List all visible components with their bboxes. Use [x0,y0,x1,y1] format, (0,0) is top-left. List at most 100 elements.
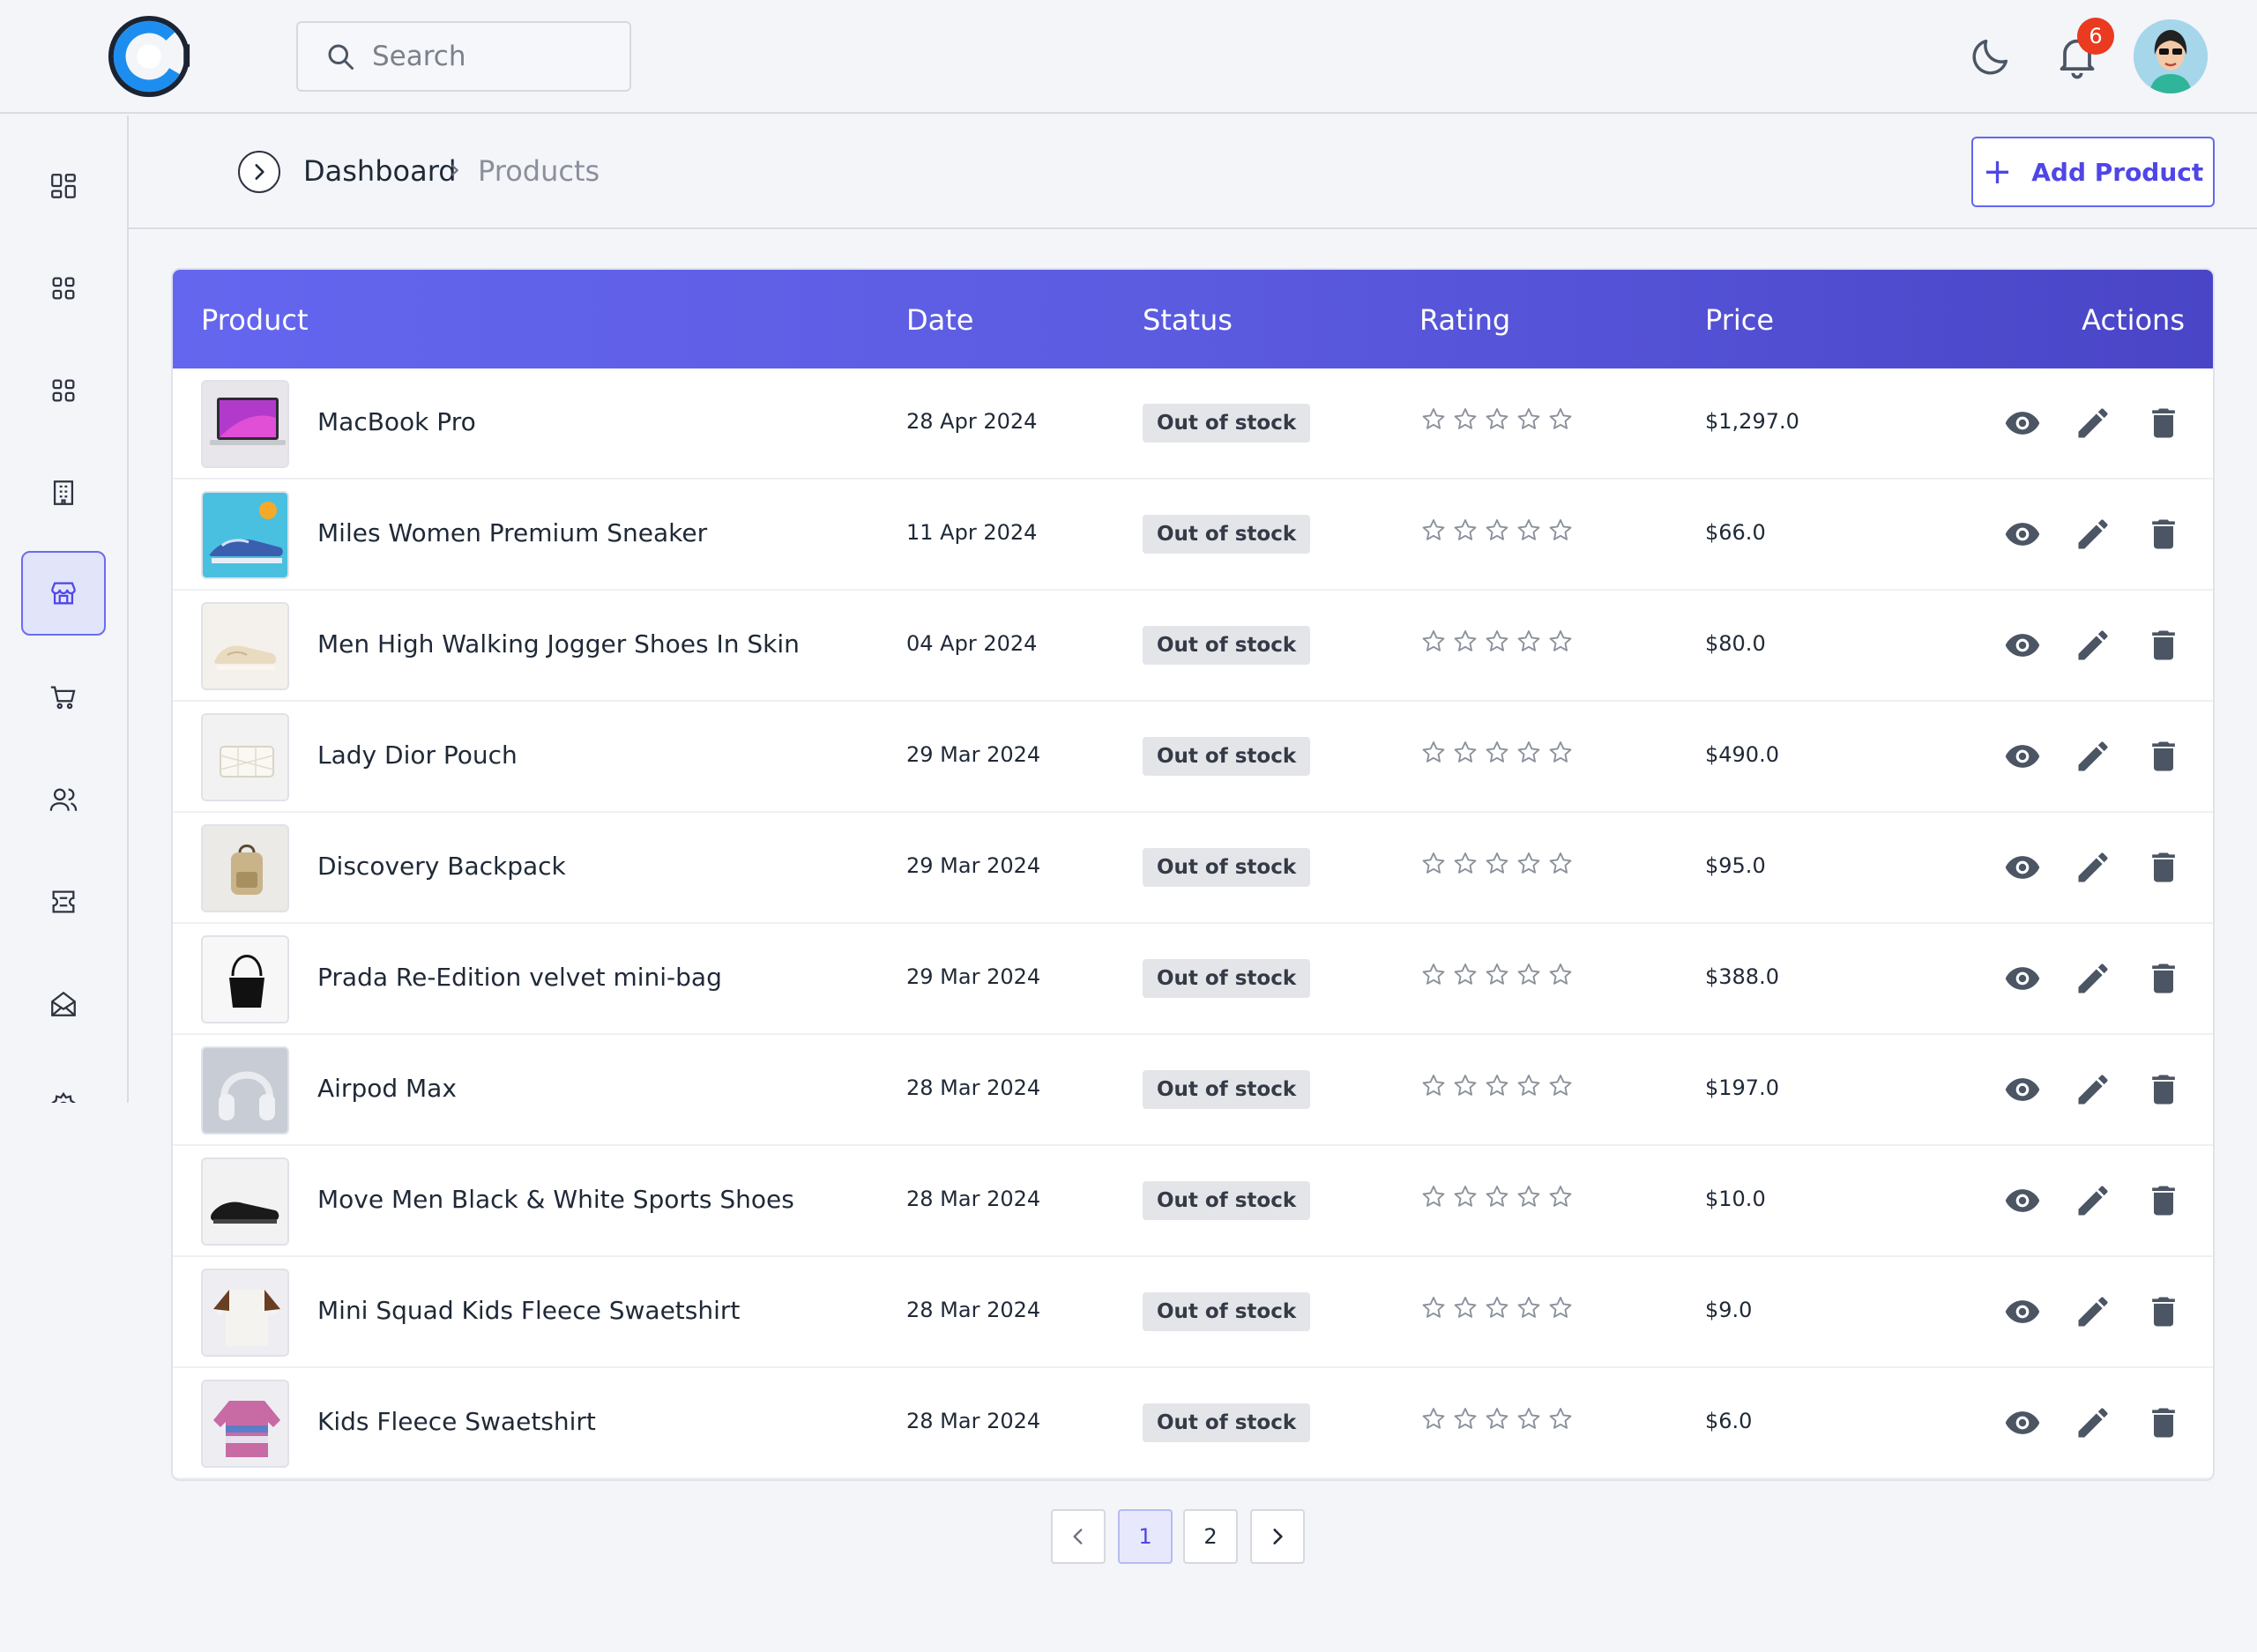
star-icon [1546,850,1575,882]
add-product-label: Add Product [2031,157,2204,187]
product-name[interactable]: Lady Dior Pouch [317,740,518,770]
view-button[interactable] [2001,515,2044,557]
star-icon [1451,739,1479,770]
sidebar-toggle-button[interactable] [238,151,280,193]
app-logo[interactable] [108,13,194,100]
view-button[interactable] [2001,404,2044,446]
edit-button[interactable] [2072,959,2114,1001]
column-header-status[interactable]: Status [1143,303,1233,337]
table-row[interactable]: Prada Re-Edition velvet mini-bag 29 Mar … [173,924,2213,1035]
star-icon [1515,1183,1543,1215]
delete-button[interactable] [2142,1070,2185,1112]
sidebar-item-company[interactable] [21,450,106,535]
sidebar-item-mail[interactable] [21,962,106,1046]
table-row[interactable]: Mini Squad Kids Fleece Swaetshirt 28 Mar… [173,1257,2213,1368]
chevron-right-icon [1273,1529,1283,1544]
rating-stars [1419,739,1575,770]
product-name[interactable]: Men High Walking Jogger Shoes In Skin [317,629,800,659]
table-row[interactable]: MacBook Pro 28 Apr 2024 Out of stock $1,… [173,368,2213,480]
pencil-icon [2074,737,2112,779]
column-header-rating[interactable]: Rating [1419,303,1511,337]
user-avatar[interactable] [2134,19,2208,93]
product-name[interactable]: Move Men Black & White Sports Shoes [317,1185,794,1214]
delete-button[interactable] [2142,959,2185,1001]
delete-button[interactable] [2142,404,2185,446]
delete-button[interactable] [2142,848,2185,890]
table-row[interactable]: Airpod Max 28 Mar 2024 Out of stock $197… [173,1035,2213,1146]
view-button[interactable] [2001,1181,2044,1224]
sidebar-item-settings[interactable] [21,1064,106,1103]
product-name[interactable]: Mini Squad Kids Fleece Swaetshirt [317,1296,741,1325]
edit-button[interactable] [2072,1403,2114,1446]
edit-button[interactable] [2072,626,2114,668]
trash-icon [2144,737,2183,779]
table-row[interactable]: Men High Walking Jogger Shoes In Skin 04… [173,591,2213,702]
product-name[interactable]: MacBook Pro [317,407,476,436]
product-thumbnail [201,1157,289,1246]
product-name[interactable]: Discovery Backpack [317,852,566,881]
star-icon [1515,628,1543,659]
sidebar-item-tickets[interactable] [21,859,106,944]
view-button[interactable] [2001,959,2044,1001]
edit-button[interactable] [2072,515,2114,557]
view-button[interactable] [2001,1070,2044,1112]
sidebar-item-cart[interactable] [21,655,106,740]
delete-button[interactable] [2142,737,2185,779]
edit-button[interactable] [2072,737,2114,779]
product-name[interactable]: Miles Women Premium Sneaker [317,518,708,547]
pagination-next-button[interactable] [1250,1509,1305,1564]
view-button[interactable] [2001,626,2044,668]
column-header-product[interactable]: Product [201,303,309,337]
search-input[interactable] [372,41,619,72]
edit-button[interactable] [2072,1292,2114,1335]
column-header-date[interactable]: Date [906,303,974,337]
star-icon [1419,517,1448,548]
sidebar-item-grid[interactable] [21,246,106,331]
product-date: 29 Mar 2024 [906,853,1041,878]
product-price: $388.0 [1705,964,1779,989]
product-name[interactable]: Kids Fleece Swaetshirt [317,1407,596,1436]
view-button[interactable] [2001,1403,2044,1446]
table-row[interactable]: Discovery Backpack 29 Mar 2024 Out of st… [173,813,2213,924]
dark-mode-toggle[interactable] [1968,33,2014,79]
view-button[interactable] [2001,737,2044,779]
product-name[interactable]: Prada Re-Edition velvet mini-bag [317,963,722,992]
star-icon [1515,850,1543,882]
search-box[interactable] [296,21,631,92]
table-row[interactable]: Kids Fleece Swaetshirt 28 Mar 2024 Out o… [173,1368,2213,1479]
view-button[interactable] [2001,848,2044,890]
delete-button[interactable] [2142,515,2185,557]
edit-button[interactable] [2072,1070,2114,1112]
eye-icon [2003,1292,2042,1335]
sidebar-item-users[interactable] [21,757,106,842]
pagination-prev-button[interactable] [1051,1509,1106,1564]
product-date: 28 Mar 2024 [906,1298,1041,1322]
sidebar-item-dashboard[interactable] [21,144,106,228]
edit-button[interactable] [2072,1181,2114,1224]
pagination-page-2[interactable]: 2 [1183,1509,1238,1564]
pagination-page-1[interactable]: 1 [1118,1509,1173,1564]
delete-button[interactable] [2142,1292,2185,1335]
edit-button[interactable] [2072,404,2114,446]
table-row[interactable]: Miles Women Premium Sneaker 11 Apr 2024 … [173,480,2213,591]
delete-button[interactable] [2142,1403,2185,1446]
star-icon [1483,850,1511,882]
product-name[interactable]: Airpod Max [317,1074,457,1103]
settings-icon [50,1091,77,1103]
add-product-button[interactable]: + Add Product [1971,137,2215,207]
view-button[interactable] [2001,1292,2044,1335]
column-header-price[interactable]: Price [1705,303,1775,337]
breadcrumb-dashboard-link[interactable]: Dashboard [303,154,457,188]
sidebar-item-apps[interactable] [21,348,106,433]
status-badge: Out of stock [1143,1070,1311,1109]
star-icon [1483,739,1511,770]
edit-button[interactable] [2072,848,2114,890]
delete-button[interactable] [2142,626,2185,668]
product-price: $80.0 [1705,631,1766,656]
sidebar-item-store[interactable] [21,551,106,636]
table-row[interactable]: Lady Dior Pouch 29 Mar 2024 Out of stock… [173,702,2213,813]
product-thumbnail [201,713,289,801]
delete-button[interactable] [2142,1181,2185,1224]
table-row[interactable]: Move Men Black & White Sports Shoes 28 M… [173,1146,2213,1257]
product-date: 28 Apr 2024 [906,409,1038,434]
